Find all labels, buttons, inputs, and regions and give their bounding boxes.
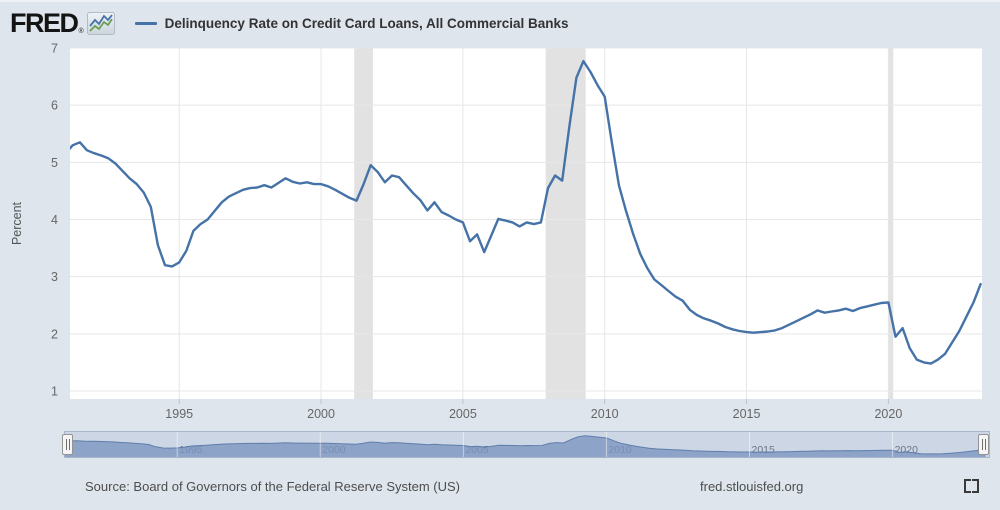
- chart-header: FRED ® Delinquency Rate on Credit Card L…: [10, 6, 569, 40]
- main-chart-svg: 1 2 3 4 5 6 7 1995 2000 2005 2010 2015 2020 Percent: [10, 42, 982, 421]
- navigator-right-handle[interactable]: [978, 434, 989, 455]
- y-axis-tick-label: 1: [51, 384, 58, 398]
- y-axis-tick-label: 6: [51, 99, 58, 113]
- x-axis-tick-label: 2005: [449, 407, 477, 421]
- fullscreen-icon[interactable]: [964, 479, 979, 493]
- chart-title: Delinquency Rate on Credit Card Loans, A…: [164, 15, 569, 31]
- y-axis-tick-label: 7: [51, 42, 58, 56]
- fred-logo[interactable]: FRED: [10, 7, 79, 38]
- series-line: [70, 59, 982, 365]
- y-axis-title: Percent: [10, 201, 24, 245]
- recession-band: [354, 48, 373, 399]
- fred-sparkline-icon: [86, 11, 115, 35]
- y-axis-tick-label: 4: [51, 213, 58, 227]
- navigator-line: [65, 435, 986, 455]
- navigator-left-handle[interactable]: [62, 434, 73, 455]
- x-axis-tick-label: 2010: [591, 407, 619, 421]
- source-attribution: Source: Board of Governors of the Federa…: [85, 479, 460, 494]
- x-axis-tick-label: 1995: [165, 407, 193, 421]
- recession-band: [888, 48, 894, 399]
- navigator-area: [65, 435, 986, 457]
- recession-band: [545, 48, 586, 399]
- fred-site-link[interactable]: fred.stlouisfed.org: [700, 479, 804, 494]
- y-axis-tick-label: 3: [51, 270, 58, 284]
- x-axis-tick-label: 2015: [733, 407, 761, 421]
- y-axis-tick-label: 2: [51, 327, 58, 341]
- series-legend-dash: [134, 21, 157, 25]
- x-axis-tick-label: 2000: [307, 407, 335, 421]
- registered-mark: ®: [78, 28, 84, 35]
- x-axis-tick-label: 2020: [874, 407, 902, 421]
- y-axis-tick-label: 5: [51, 156, 58, 170]
